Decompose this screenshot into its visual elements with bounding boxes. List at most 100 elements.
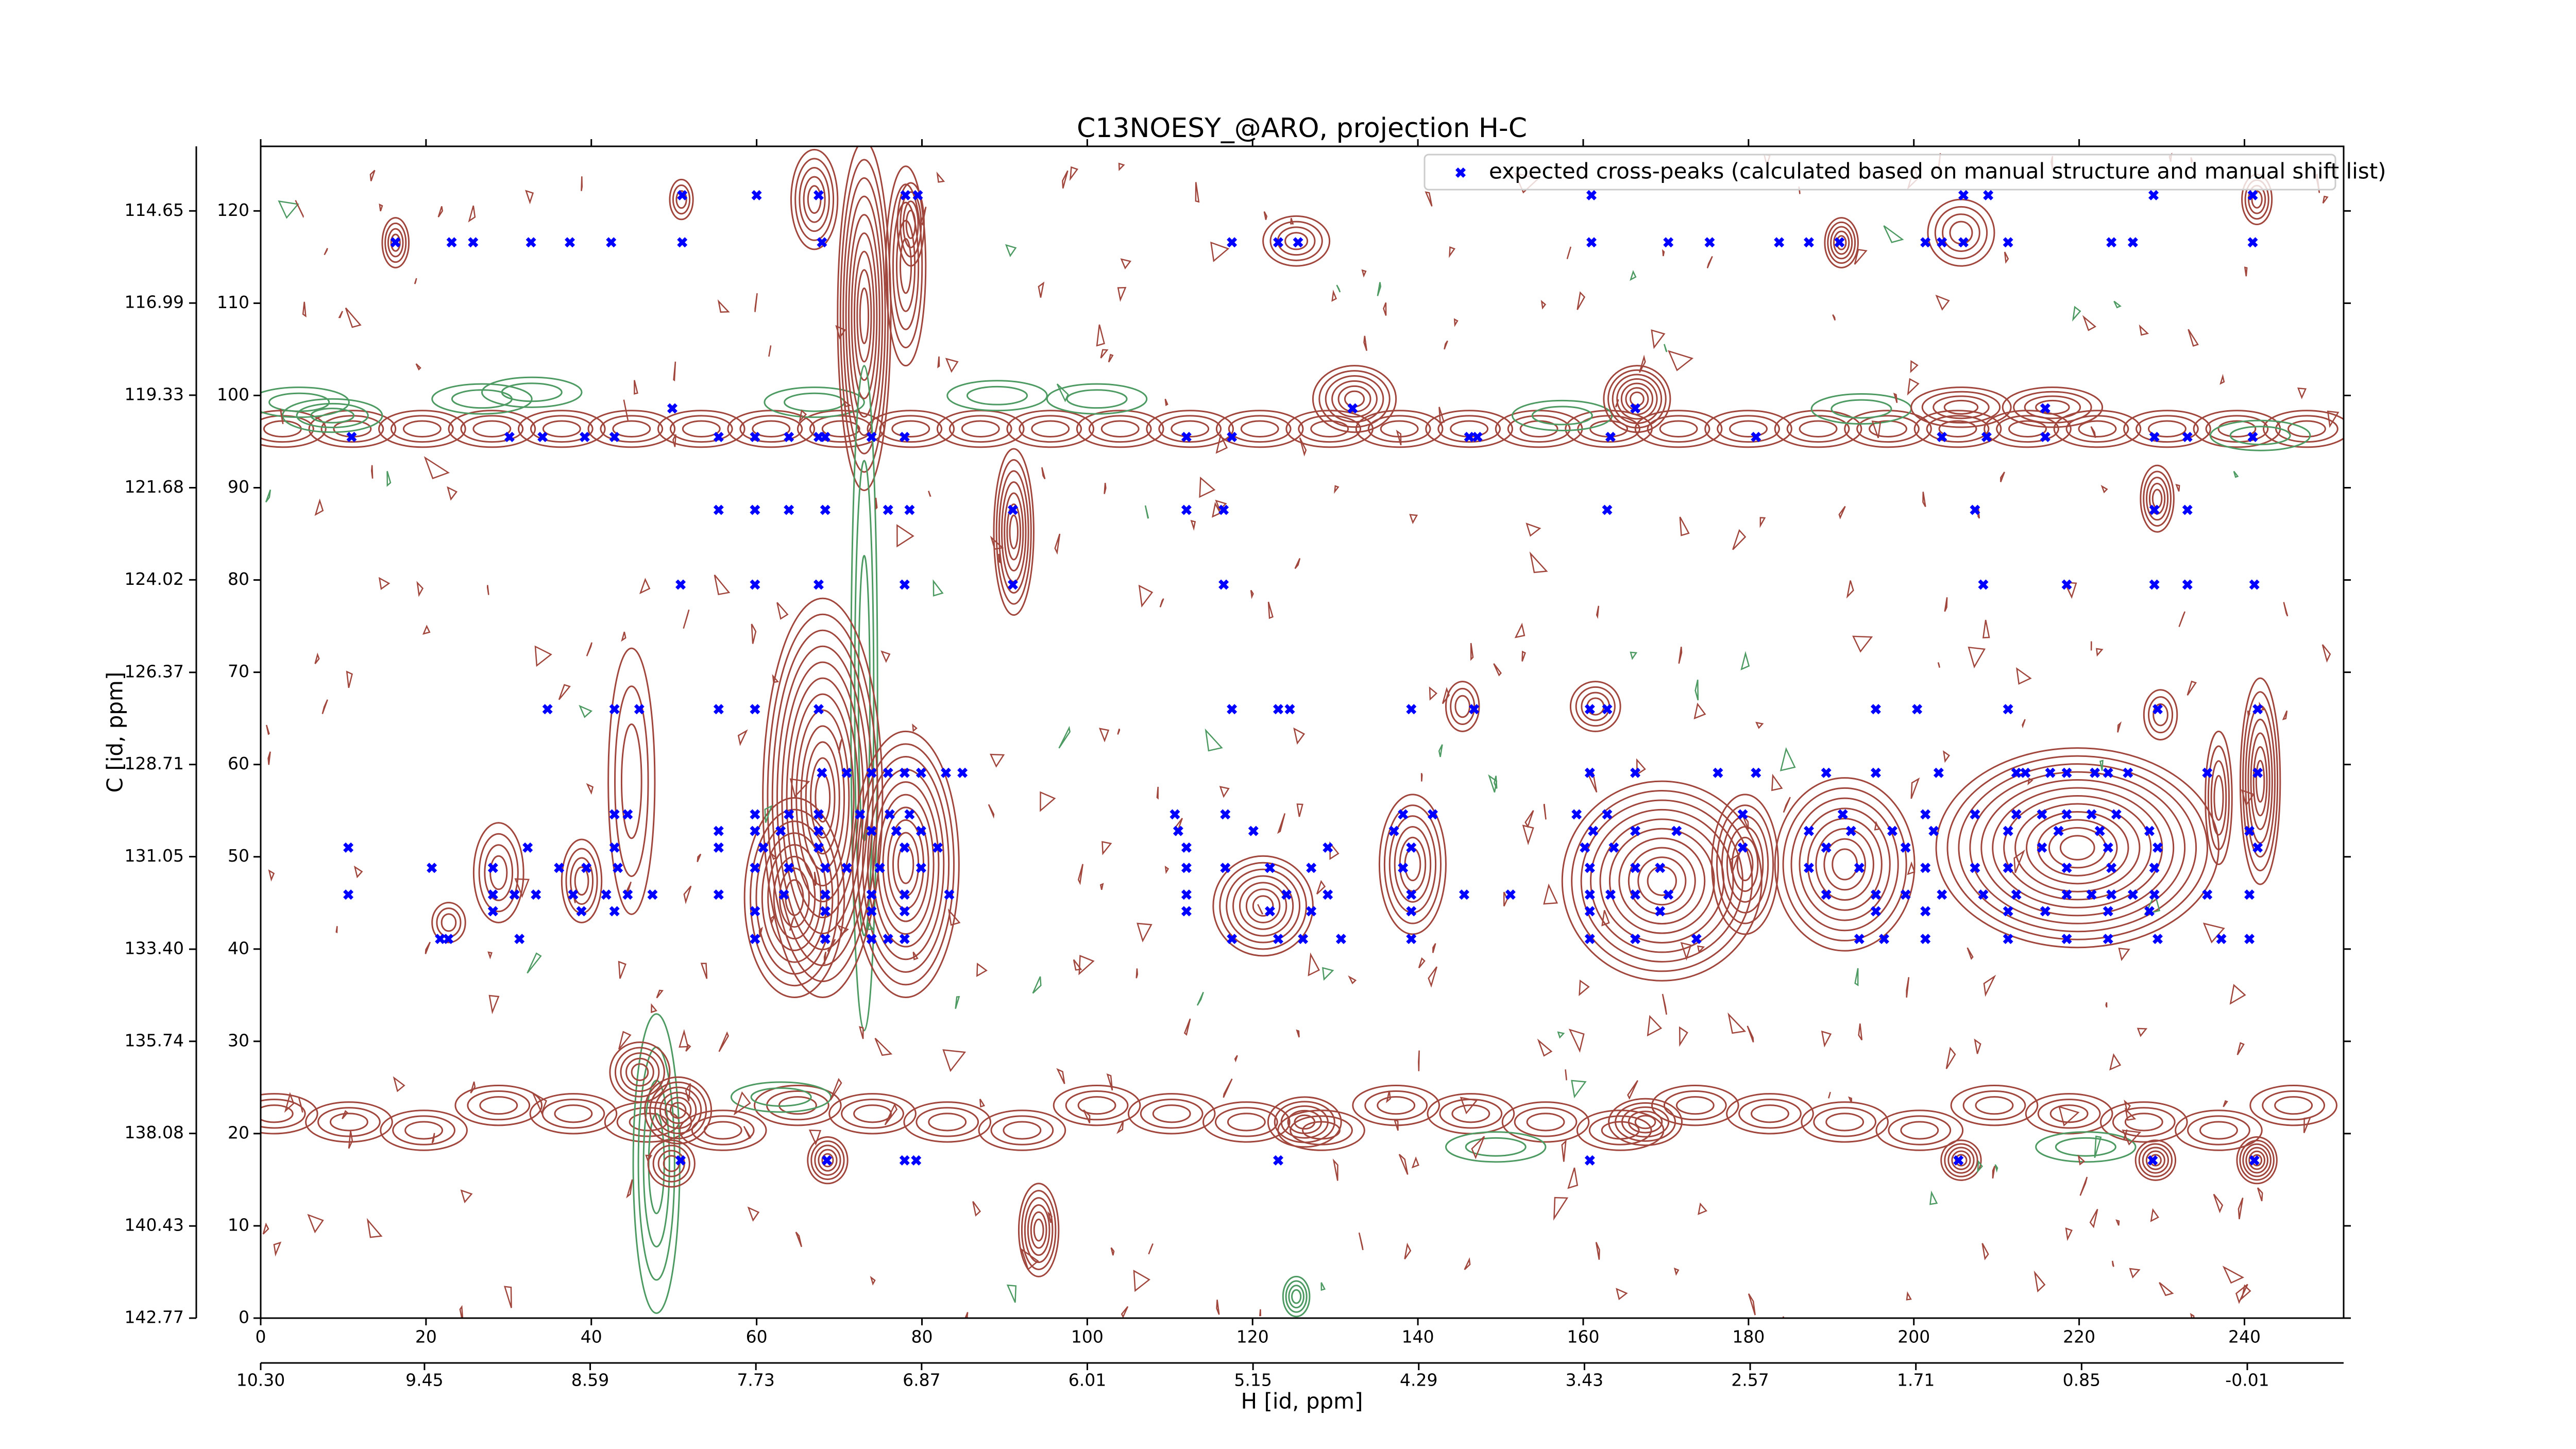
cross-peak bbox=[1605, 889, 1616, 900]
contour bbox=[669, 178, 694, 221]
cross-peak bbox=[1655, 906, 1666, 917]
cross-peak bbox=[1920, 237, 1931, 248]
cross-peak bbox=[891, 825, 902, 836]
contour bbox=[1076, 410, 1164, 448]
contour bbox=[1285, 1280, 1308, 1313]
contour bbox=[1900, 1121, 1939, 1140]
contour bbox=[1813, 1107, 1877, 1137]
contour bbox=[1127, 1093, 1216, 1135]
contour bbox=[1252, 895, 1274, 917]
contour bbox=[2134, 1139, 2177, 1181]
cross-peak bbox=[751, 190, 762, 200]
contour bbox=[933, 579, 944, 597]
contour bbox=[2113, 300, 2122, 309]
contour bbox=[1874, 820, 1880, 831]
contour bbox=[1969, 771, 2186, 924]
contour bbox=[752, 420, 791, 437]
contour bbox=[1651, 1084, 1739, 1126]
contour bbox=[2033, 1270, 2046, 1293]
cross-peak bbox=[784, 504, 794, 515]
contour bbox=[479, 1096, 518, 1115]
contour bbox=[2143, 470, 2172, 527]
contour bbox=[1438, 744, 1443, 757]
contour bbox=[1195, 182, 1200, 203]
cross-peak bbox=[2061, 934, 2072, 945]
contour bbox=[2082, 315, 2097, 331]
contour bbox=[1101, 841, 1112, 855]
contour bbox=[2188, 329, 2199, 347]
cross-peak bbox=[2149, 579, 2160, 590]
contour bbox=[1921, 391, 2001, 424]
cross-peak bbox=[634, 704, 645, 715]
cross-peak bbox=[2003, 825, 2013, 836]
cross-peak bbox=[1584, 906, 1595, 917]
cross-peak bbox=[944, 889, 955, 900]
contour bbox=[1205, 728, 1223, 752]
contour bbox=[976, 963, 988, 977]
contour bbox=[618, 1031, 632, 1050]
contour bbox=[768, 345, 772, 357]
contour bbox=[1801, 1101, 1889, 1143]
contour bbox=[859, 287, 870, 344]
contour bbox=[2129, 1268, 2141, 1279]
contour bbox=[2282, 710, 2288, 720]
x2-tick-label: 6.87 bbox=[903, 1370, 940, 1390]
cross-peak bbox=[916, 767, 926, 778]
contour bbox=[1832, 314, 1836, 321]
contour bbox=[1100, 420, 1140, 437]
contour bbox=[993, 448, 1035, 616]
contour bbox=[679, 1029, 689, 1048]
contour bbox=[2213, 774, 2224, 821]
contour bbox=[2002, 386, 2104, 428]
contour bbox=[2236, 1136, 2278, 1185]
contour bbox=[1732, 529, 1747, 550]
contour bbox=[488, 995, 500, 1015]
contour bbox=[700, 963, 708, 979]
cross-peak bbox=[2003, 237, 2013, 248]
contour bbox=[2190, 1313, 2195, 1318]
y-tick-label: 0 bbox=[239, 1307, 249, 1327]
contour bbox=[1771, 773, 1783, 791]
contour bbox=[1274, 1101, 1335, 1143]
contour bbox=[1312, 365, 1397, 433]
cross-peak bbox=[817, 237, 827, 248]
contour bbox=[1212, 501, 1222, 518]
contour bbox=[1620, 382, 1654, 415]
contour bbox=[1394, 825, 1432, 903]
cross-peak bbox=[1602, 809, 1613, 820]
contour bbox=[1731, 836, 1759, 892]
y-axis-label: C [id, ppm] bbox=[103, 672, 128, 793]
contour bbox=[1603, 365, 1671, 433]
y-tick-label: 120 bbox=[217, 200, 249, 220]
cross-peak bbox=[1281, 889, 1292, 900]
contour bbox=[1828, 1091, 1831, 1099]
contour bbox=[1223, 1078, 1233, 1098]
contour bbox=[733, 1091, 751, 1116]
contour bbox=[261, 1104, 294, 1123]
contour bbox=[1383, 804, 1442, 924]
cross-peak bbox=[855, 809, 866, 820]
contour bbox=[273, 1241, 282, 1257]
cross-peak bbox=[1388, 825, 1399, 836]
contour bbox=[1529, 551, 1548, 574]
contour bbox=[1031, 420, 1070, 437]
contour bbox=[1951, 1150, 1971, 1170]
contour bbox=[835, 325, 846, 340]
contour bbox=[1590, 808, 1734, 953]
contour bbox=[896, 524, 914, 548]
cross-peak bbox=[1220, 809, 1231, 820]
cross-peak bbox=[1398, 809, 1409, 820]
cross-peak bbox=[820, 889, 831, 900]
contour bbox=[620, 1052, 660, 1092]
contour bbox=[2024, 395, 2081, 419]
cross-peak bbox=[2061, 579, 2072, 590]
cross-peak bbox=[1671, 825, 1682, 836]
cross-peak bbox=[1978, 889, 1989, 900]
legend-label: expected cross-peaks (calculated based o… bbox=[1489, 159, 2386, 184]
contour bbox=[517, 410, 606, 448]
contour bbox=[1464, 1257, 1471, 1270]
contour bbox=[1110, 1247, 1115, 1256]
contour bbox=[772, 674, 779, 683]
cross-peak bbox=[2086, 889, 2097, 900]
